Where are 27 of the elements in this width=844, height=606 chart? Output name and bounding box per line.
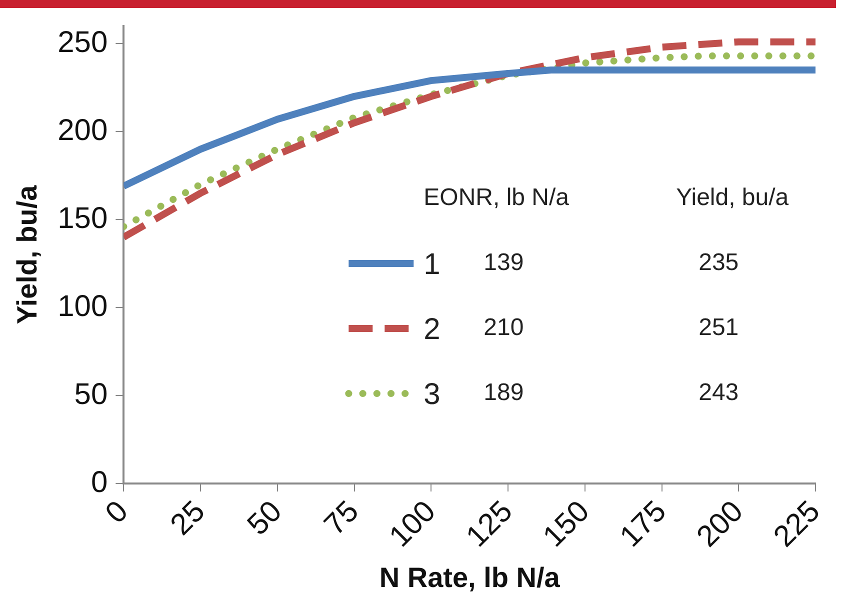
annotation: 189 <box>484 379 524 406</box>
legend-label: 1 <box>424 248 440 281</box>
y-tick-label: 50 <box>74 378 108 411</box>
y-tick-label: 250 <box>58 26 108 59</box>
x-tick-label: 25 <box>164 494 212 542</box>
x-tick-label: 75 <box>318 494 366 542</box>
x-axis-title: N Rate, lb N/a <box>379 562 560 593</box>
annotation: 210 <box>484 314 524 342</box>
annotation: 139 <box>484 249 524 276</box>
legend-label: 2 <box>424 312 440 346</box>
y-tick-label: 100 <box>58 290 108 323</box>
x-tick-label: 150 <box>536 494 596 554</box>
annotation: 243 <box>698 379 739 406</box>
annotation: EONR, lb N/a <box>424 184 570 212</box>
x-tick-label: 175 <box>614 494 673 554</box>
y-tick-label: 200 <box>58 114 108 147</box>
x-tick-label: 200 <box>690 494 750 554</box>
legend-label: 3 <box>424 378 440 411</box>
annotation: Yield, bu/a <box>676 184 790 212</box>
x-tick-label: 100 <box>383 494 442 554</box>
annotation: 251 <box>698 314 739 342</box>
y-axis-title: Yield, bu/a <box>12 184 43 324</box>
x-tick-label: 225 <box>768 494 826 554</box>
y-tick-label: 150 <box>58 202 108 235</box>
annotation: 235 <box>698 249 739 276</box>
x-tick-label: 125 <box>460 494 519 554</box>
x-tick-label: 50 <box>241 494 288 542</box>
